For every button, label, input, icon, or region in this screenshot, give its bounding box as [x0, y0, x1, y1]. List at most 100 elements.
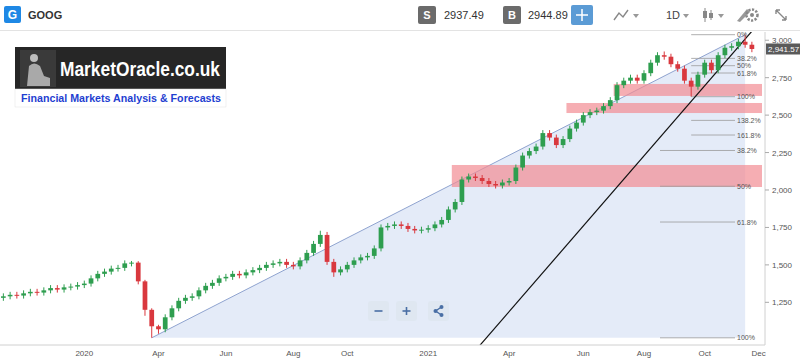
interval[interactable]: 1D: [666, 9, 680, 21]
fib-label: 0%: [737, 31, 747, 38]
logo: MarketOracle.co.ukFinancial Markets Anal…: [15, 47, 226, 107]
dropdown-caret: [683, 14, 689, 18]
candle-body: [304, 253, 309, 260]
candle-body: [723, 48, 728, 55]
sell-box[interactable]: [418, 6, 436, 24]
logo-tagline: Financial Markets Analysis & Forecasts: [21, 92, 221, 104]
candle-body: [635, 78, 640, 81]
fib-level: [660, 186, 735, 187]
fib-label: 161.8%: [737, 132, 761, 139]
y-tick: [765, 115, 769, 116]
candle-body: [365, 256, 370, 257]
candle-body: [311, 244, 316, 253]
y-tick-label: 1,750: [772, 223, 793, 232]
candle-body: [271, 263, 276, 264]
x-axis-line: [0, 345, 765, 346]
fib-label: 138.2%: [737, 117, 761, 124]
candle-body: [102, 272, 107, 274]
x-tick-label: 2020: [75, 349, 93, 358]
header-border: [0, 30, 800, 31]
candle-body: [682, 69, 687, 81]
candle-body: [601, 106, 606, 110]
candle-body: [372, 248, 377, 255]
candle-body: [406, 226, 411, 229]
candle-body: [352, 260, 357, 264]
candle-body: [264, 265, 269, 268]
candle-body: [277, 262, 282, 263]
candle-body: [527, 151, 532, 155]
dropdown-caret: [633, 14, 639, 18]
logo-top: [15, 47, 226, 89]
share-icon: [440, 305, 444, 309]
buy-box[interactable]: [503, 6, 521, 24]
candle-body: [21, 293, 26, 295]
zoom-button[interactable]: [396, 301, 417, 321]
logo-bottom: [15, 89, 226, 107]
chart-type-icon[interactable]: [614, 10, 628, 20]
x-tick-label: Apr: [503, 349, 516, 358]
last-price-label: 2,941.57: [768, 45, 800, 54]
candle-body: [729, 46, 734, 47]
x-tick-label: Aug: [286, 349, 300, 358]
candle-type-icon[interactable]: [703, 11, 707, 18]
x-tick-label: Aug: [637, 349, 651, 358]
fib-label: 100%: [737, 334, 755, 341]
candle-body: [554, 138, 559, 145]
candle-body: [426, 228, 431, 229]
candle-body: [143, 281, 148, 309]
logo-statue-body: [27, 64, 50, 87]
candle-body: [567, 129, 572, 139]
share-icon: [434, 309, 438, 313]
candle-body: [298, 260, 303, 266]
candle-body: [615, 85, 620, 100]
crosshair-button[interactable]: [571, 5, 593, 25]
fib-label: 61.8%: [737, 219, 757, 226]
sell-price: 2937.49: [444, 9, 484, 21]
zoom-button[interactable]: [368, 301, 389, 321]
candle-body: [655, 55, 660, 62]
symbol: GOOG: [28, 9, 62, 21]
header-bar: [0, 0, 800, 30]
candle-body: [116, 268, 121, 269]
y-tick-label: 1,250: [772, 298, 793, 307]
candle-body: [709, 63, 714, 70]
plot-area: [1, 32, 762, 345]
fib-label: 61.8%: [737, 70, 757, 77]
zoom-in-icon: [406, 307, 408, 315]
chart-canvas: 1,2501,5001,7502,0002,2502,5002,7503,000…: [0, 0, 800, 361]
expand-icon[interactable]: [776, 10, 786, 20]
candle-body: [628, 78, 633, 81]
zoom-button[interactable]: [428, 301, 449, 321]
candle-body: [183, 298, 188, 301]
candle-body: [230, 274, 235, 277]
candle-body: [55, 288, 60, 289]
candle-body: [621, 81, 626, 85]
zoom-out-icon: [375, 310, 383, 312]
candle-body: [493, 184, 498, 185]
candle-body: [190, 296, 195, 297]
fib-label: 38.2%: [737, 55, 757, 62]
candle-body: [379, 227, 384, 248]
last-price-badge: [766, 43, 800, 54]
candle-body: [743, 42, 748, 45]
candle-body: [358, 257, 363, 260]
candle-body: [41, 290, 46, 292]
fib-level: [691, 34, 735, 35]
y-tick: [765, 189, 769, 190]
zone: [452, 165, 762, 187]
candle-body: [75, 285, 80, 286]
candle-body: [176, 301, 181, 308]
y-tick: [765, 152, 769, 153]
candle-body: [520, 156, 525, 168]
candle-body: [197, 290, 202, 296]
candle-body: [439, 220, 444, 224]
candle-body: [716, 55, 721, 70]
settings-icon[interactable]: [747, 10, 758, 21]
fib-level: [691, 135, 735, 136]
candle-body: [203, 286, 208, 290]
buy-price: 2944.89: [528, 9, 568, 21]
candle-body: [662, 55, 667, 56]
candle-body: [163, 317, 168, 329]
logo-statue-head: [30, 54, 38, 62]
candle-body: [399, 224, 404, 225]
